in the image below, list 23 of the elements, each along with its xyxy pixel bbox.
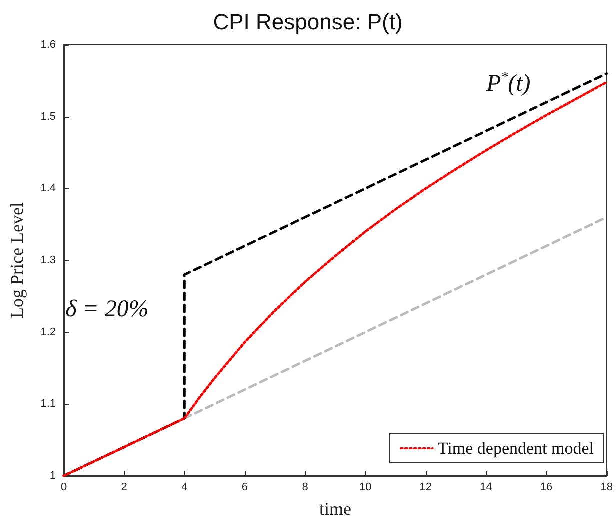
x-tick-label: 18 [600,482,614,494]
x-tick-label: 4 [182,482,188,494]
x-axis-title: time [319,499,352,519]
y-tick-label: 1.1 [40,398,56,410]
legend-label: Time dependent model [438,439,594,458]
y-tick-label: 1.4 [40,182,56,195]
y-tick-label: 1.6 [40,39,56,51]
y-tick-label: 1.5 [40,110,56,123]
x-tick-label: 12 [420,482,432,494]
x-tick-label: 16 [540,482,553,494]
y-tick-label: 1 [50,470,56,482]
x-tick-label: 14 [480,482,492,494]
y-tick-label: 1.2 [40,326,56,338]
annotation: P*(t) [485,70,531,98]
x-tick-label: 10 [359,482,372,494]
x-tick-label: 0 [60,482,68,494]
x-tick-label: 2 [121,482,128,494]
y-tick-label: 1.3 [40,254,56,266]
y-axis-title: Log Price Level [7,202,27,318]
chart-title: CPI Response: P(t) [213,10,403,34]
x-tick-label: 6 [242,482,248,494]
x-tick-label: 8 [302,482,308,494]
annotation: δ = 20% [66,296,149,323]
